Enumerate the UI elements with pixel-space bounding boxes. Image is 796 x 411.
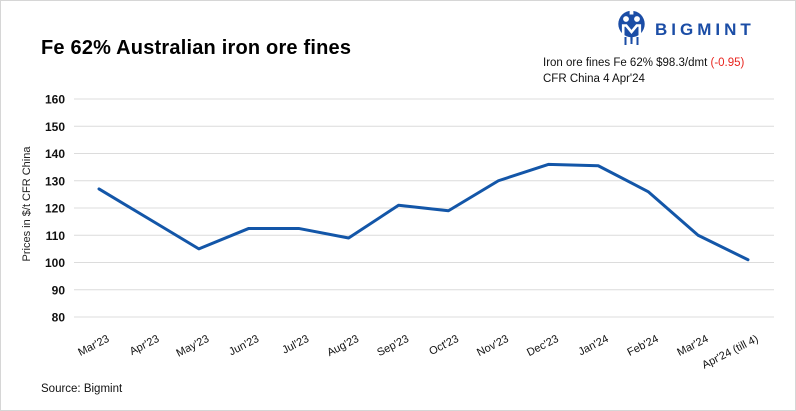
y-tick-label: 160 [45,93,65,107]
brand-wordmark: BIGMINT [655,20,755,39]
y-tick-label: 100 [45,256,65,270]
x-tick-label: Feb'24 [625,333,660,359]
x-tick-label: Jun'23 [227,333,261,358]
price-change-value: (-0.95) [710,57,745,69]
x-tick-label: Sep'23 [375,333,411,359]
source-note: Source: Bigmint [41,383,123,395]
x-tick-label: Dec'23 [525,333,561,359]
bigmint-owl-icon [615,9,648,51]
x-tick-label: Apr'24 (till 4) [700,333,760,372]
x-tick-label: Apr'23 [128,333,161,358]
y-tick-label: 120 [45,202,65,216]
x-tick-label: Mar'23 [76,333,111,359]
price-annotation: Iron ore fines Fe 62% $98.3/dmt (-0.95) … [543,56,744,87]
brand-logo: BIGMINT [615,9,755,51]
y-tick-label: 140 [45,147,65,161]
x-tick-label: Oct'23 [427,333,460,358]
x-tick-label: May'23 [174,333,211,360]
y-tick-label: 150 [45,120,65,134]
y-tick-label: 130 [45,174,65,188]
x-tick-label: Nov'23 [475,333,511,359]
y-tick-label: 90 [52,283,66,297]
x-tick-label: Mar'24 [675,333,710,359]
x-tick-label: Jul'23 [280,333,311,357]
x-tick-label: Jan'24 [577,333,611,358]
price-annotation-line1: Iron ore fines Fe 62% $98.3/dmt (-0.95) [543,57,745,69]
price-series-line [97,162,750,262]
y-tick-label: 110 [46,229,66,243]
page-title: Fe 62% Australian iron ore fines [41,37,352,59]
x-tick-label: Aug'23 [325,333,361,359]
price-annotation-line2: CFR China 4 Apr'24 [543,72,645,85]
y-tick-label: 80 [52,311,66,325]
